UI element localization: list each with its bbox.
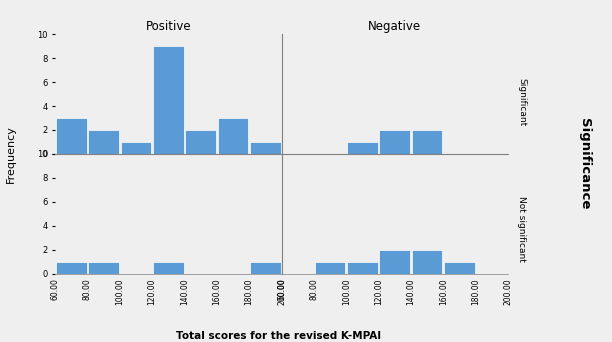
Text: Significant: Significant <box>517 78 526 127</box>
Bar <box>218 118 248 154</box>
Text: Not significant: Not significant <box>517 196 526 262</box>
Bar <box>153 262 184 274</box>
Bar <box>250 262 281 274</box>
Bar <box>379 130 410 154</box>
Bar <box>88 130 119 154</box>
Bar <box>121 142 151 154</box>
Text: Frequency: Frequency <box>6 125 16 183</box>
Bar <box>56 118 87 154</box>
Title: Negative: Negative <box>368 20 421 33</box>
Bar <box>412 130 442 154</box>
Bar <box>444 262 475 274</box>
Bar <box>153 46 184 154</box>
Bar <box>379 250 410 274</box>
Bar <box>88 262 119 274</box>
Text: Significance: Significance <box>578 118 591 210</box>
Bar <box>347 142 378 154</box>
Bar <box>315 262 345 274</box>
Bar <box>185 130 216 154</box>
Title: Positive: Positive <box>146 20 191 33</box>
Bar <box>56 262 87 274</box>
Bar <box>347 262 378 274</box>
Text: Total scores for the revised K-MPAI: Total scores for the revised K-MPAI <box>176 331 381 341</box>
Bar <box>250 142 281 154</box>
Bar <box>412 250 442 274</box>
